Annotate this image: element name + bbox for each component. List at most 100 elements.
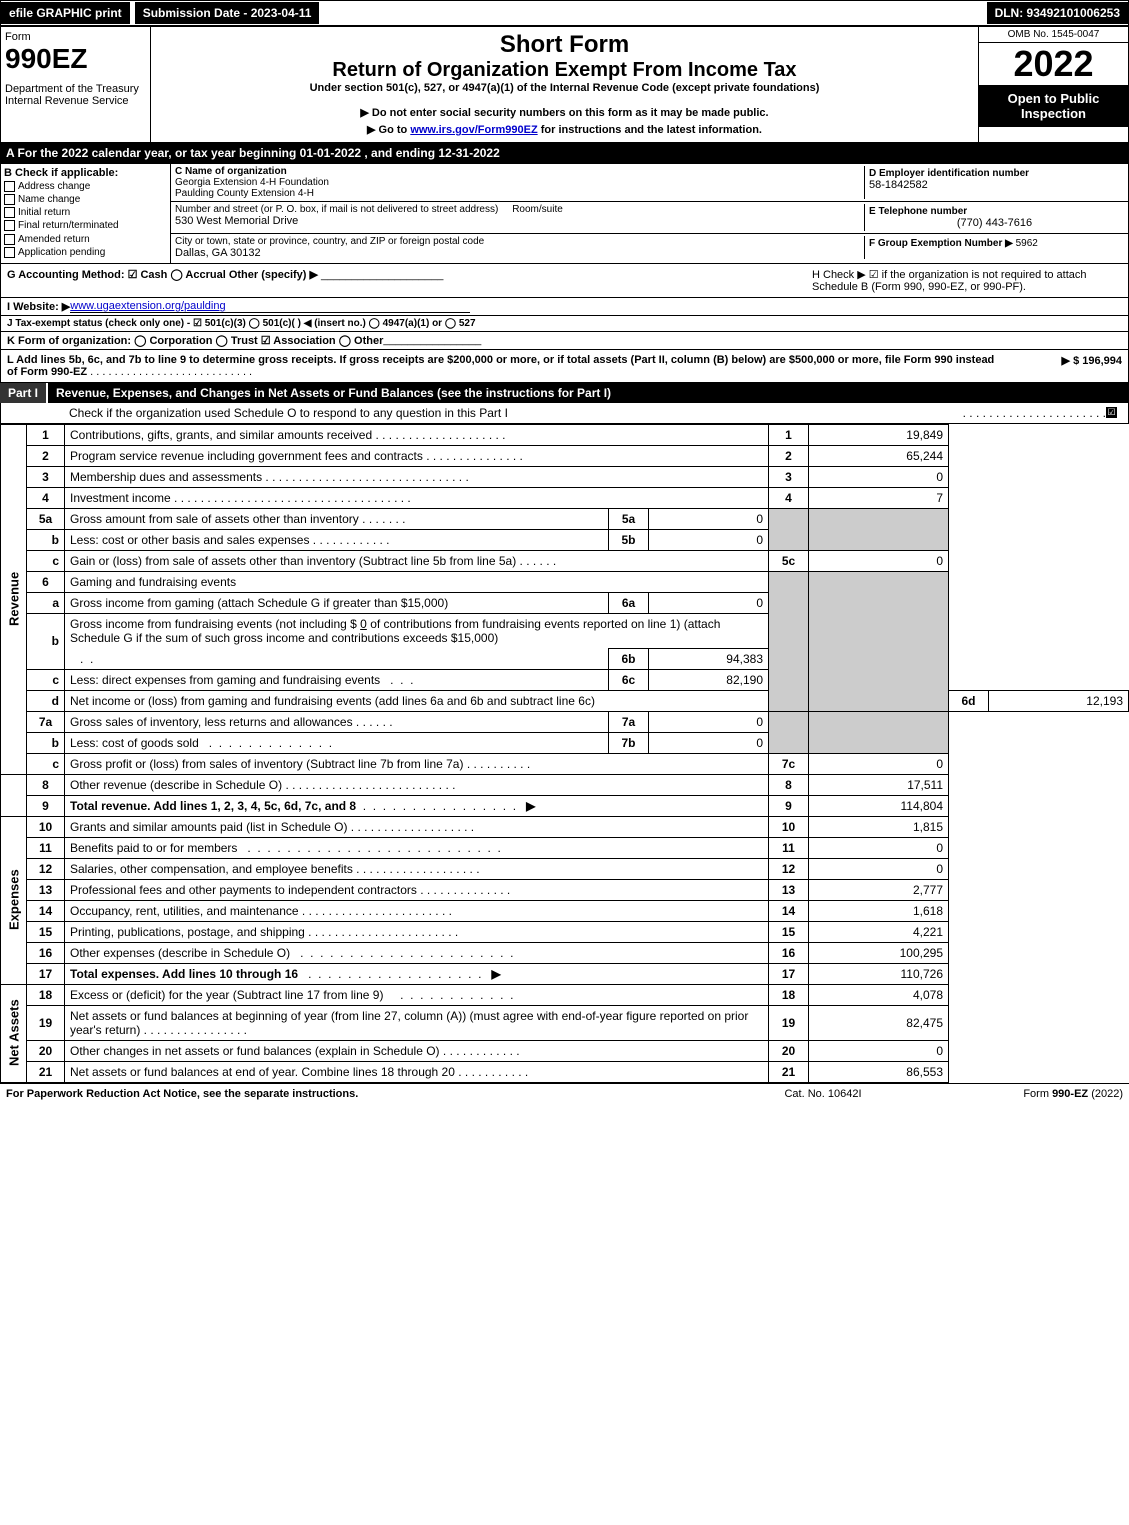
- table-row: 21 Net assets or fund balances at end of…: [1, 1061, 1129, 1082]
- inner-line-ref: 6a: [609, 592, 649, 613]
- under-section-text: Under section 501(c), 527, or 4947(a)(1)…: [155, 82, 974, 94]
- line-amount: 110,726: [809, 963, 949, 984]
- line-ref: 13: [769, 879, 809, 900]
- line-amount: 114,804: [809, 795, 949, 816]
- row-street: Number and street (or P. O. box, if mail…: [171, 202, 1128, 234]
- box-h: H Check ▶ ☑ if the organization is not r…: [802, 268, 1122, 293]
- info-grid: B Check if applicable: Address change Na…: [0, 163, 1129, 264]
- efile-print-label[interactable]: efile GRAPHIC print: [1, 2, 130, 24]
- open-public-badge: Open to Public Inspection: [979, 85, 1128, 127]
- line-ref: 12: [769, 858, 809, 879]
- line-amount: 4,221: [809, 921, 949, 942]
- line-desc: Excess or (deficit) for the year (Subtra…: [65, 984, 769, 1005]
- inner-line-ref: 5a: [609, 508, 649, 529]
- row-l-text: L Add lines 5b, 6c, and 7b to line 9 to …: [7, 354, 1002, 378]
- line-num: d: [27, 690, 65, 711]
- box-cdef: C Name of organization Georgia Extension…: [171, 164, 1128, 263]
- table-row: 12 Salaries, other compensation, and emp…: [1, 858, 1129, 879]
- org-name-2: Paulding County Extension 4-H: [175, 188, 864, 199]
- check-initial-return[interactable]: Initial return: [4, 207, 167, 218]
- table-row: Net Assets 18 Excess or (deficit) for th…: [1, 984, 1129, 1005]
- line-num: c: [27, 669, 65, 690]
- line-amount: 0: [809, 466, 949, 487]
- inner-line-amount: 0: [649, 732, 769, 753]
- line-desc: Net assets or fund balances at end of ye…: [65, 1061, 769, 1082]
- check-final-return[interactable]: Final return/terminated: [4, 220, 167, 231]
- submission-date-label: Submission Date - 2023-04-11: [134, 1, 321, 25]
- part-1-title: Revenue, Expenses, and Changes in Net As…: [48, 383, 1129, 403]
- org-name-1: Georgia Extension 4-H Foundation: [175, 177, 864, 188]
- line-num: 4: [27, 487, 65, 508]
- table-row: 8 Other revenue (describe in Schedule O)…: [1, 774, 1129, 795]
- box-e-label: E Telephone number: [869, 206, 1120, 217]
- website-link[interactable]: www.ugaextension.org/paulding: [70, 300, 470, 313]
- gross-receipts-amount: ▶ $ 196,994: [1002, 354, 1122, 378]
- line-amount: 100,295: [809, 942, 949, 963]
- check-label: Application pending: [18, 247, 105, 258]
- table-row: c Gain or (loss) from sale of assets oth…: [1, 550, 1129, 571]
- cat-number: Cat. No. 10642I: [723, 1088, 923, 1100]
- page-footer: For Paperwork Reduction Act Notice, see …: [0, 1083, 1129, 1104]
- form-word: Form: [5, 31, 146, 43]
- part-1-label: Part I: [0, 383, 48, 403]
- check-amended-return[interactable]: Amended return: [4, 234, 167, 245]
- line-desc: Benefits paid to or for members . . . . …: [65, 837, 769, 858]
- line-num: 12: [27, 858, 65, 879]
- check-label: Address change: [18, 181, 90, 192]
- tax-year: 2022: [979, 43, 1128, 85]
- line-amount: 19,849: [809, 424, 949, 445]
- line-ref: 18: [769, 984, 809, 1005]
- line-num: 14: [27, 900, 65, 921]
- schedule-o-note: Check if the organization used Schedule …: [9, 406, 963, 420]
- line-num: c: [27, 550, 65, 571]
- street-label: Number and street (or P. O. box, if mail…: [175, 204, 864, 215]
- table-row: 3 Membership dues and assessments . . . …: [1, 466, 1129, 487]
- gray-cell: [769, 711, 809, 753]
- check-address-change[interactable]: Address change: [4, 181, 167, 192]
- line-amount: 4,078: [809, 984, 949, 1005]
- goto-line: ▶ Go to www.irs.gov/Form990EZ for instru…: [155, 121, 974, 138]
- header-right: OMB No. 1545-0047 2022 Open to Public In…: [978, 27, 1128, 142]
- line-num: 19: [27, 1005, 65, 1040]
- table-row: 11 Benefits paid to or for members . . .…: [1, 837, 1129, 858]
- line-desc: Occupancy, rent, utilities, and maintena…: [65, 900, 769, 921]
- line-ref: 2: [769, 445, 809, 466]
- goto-link[interactable]: www.irs.gov/Form990EZ: [410, 124, 537, 136]
- table-row: 14 Occupancy, rent, utilities, and maint…: [1, 900, 1129, 921]
- line-amount: 0: [809, 858, 949, 879]
- schedule-o-check[interactable]: ☑: [1106, 407, 1117, 418]
- line-num: 10: [27, 816, 65, 837]
- line-ref: 4: [769, 487, 809, 508]
- check-name-change[interactable]: Name change: [4, 194, 167, 205]
- line-ref: 20: [769, 1040, 809, 1061]
- part-1-header: Part I Revenue, Expenses, and Changes in…: [0, 383, 1129, 403]
- table-row: 20 Other changes in net assets or fund b…: [1, 1040, 1129, 1061]
- top-bar: efile GRAPHIC print Submission Date - 20…: [0, 0, 1129, 26]
- check-application-pending[interactable]: Application pending: [4, 247, 167, 258]
- table-row: c Less: direct expenses from gaming and …: [1, 669, 1129, 690]
- box-f-label: F Group Exemption Number ▶ 5962: [869, 238, 1120, 249]
- table-row: 19 Net assets or fund balances at beginn…: [1, 1005, 1129, 1040]
- box-b: B Check if applicable: Address change Na…: [1, 164, 171, 263]
- line-ref: 6d: [949, 690, 989, 711]
- form-header: Form 990EZ Department of the Treasury In…: [0, 26, 1129, 143]
- table-row: 9 Total revenue. Add lines 1, 2, 3, 4, 5…: [1, 795, 1129, 816]
- line-num: 9: [27, 795, 65, 816]
- line-num: 21: [27, 1061, 65, 1082]
- table-row: a Gross income from gaming (attach Sched…: [1, 592, 1129, 613]
- gray-cell: [809, 508, 949, 550]
- line-num: 15: [27, 921, 65, 942]
- box-d-label: D Employer identification number: [869, 168, 1120, 179]
- tax-exempt-status: J Tax-exempt status (check only one) - ☑…: [7, 318, 476, 329]
- line-num: b: [27, 529, 65, 550]
- line-ref: 21: [769, 1061, 809, 1082]
- no-ssn-text: ▶ Do not enter social security numbers o…: [155, 104, 974, 121]
- gray-cell: [809, 571, 949, 711]
- city-value: Dallas, GA 30132: [175, 247, 864, 259]
- line-desc: Gross amount from sale of assets other t…: [65, 508, 609, 529]
- inner-line-amount: 0: [649, 592, 769, 613]
- table-row: b Less: cost or other basis and sales ex…: [1, 529, 1129, 550]
- line-ref: 16: [769, 942, 809, 963]
- form-ref: Form 990-EZ (2022): [923, 1088, 1123, 1100]
- line-amount: 7: [809, 487, 949, 508]
